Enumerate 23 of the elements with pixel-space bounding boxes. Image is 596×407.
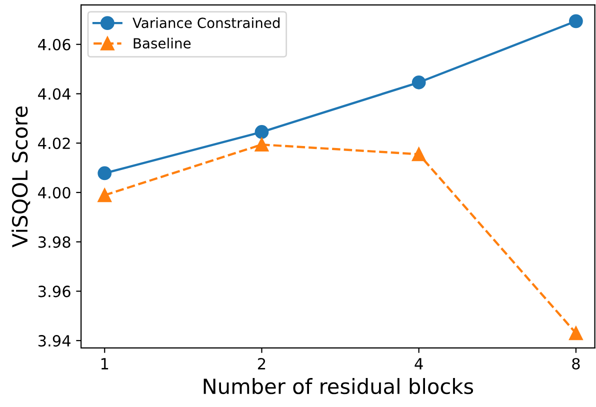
point bbox=[254, 125, 269, 139]
y-tick-label: 4.06 bbox=[38, 38, 70, 50]
x-tick-label: 1 bbox=[101, 358, 108, 370]
legend-label: Baseline bbox=[134, 38, 191, 49]
x-tick-label: 4 bbox=[414, 358, 423, 370]
y-tick-label: 3.96 bbox=[38, 286, 70, 298]
point bbox=[254, 138, 269, 152]
x-axis-title: Number of residual blocks bbox=[204, 378, 474, 394]
x-tick-label: 8 bbox=[572, 358, 580, 370]
y-tick-label: 3.98 bbox=[38, 236, 70, 248]
x-tick-label: 2 bbox=[258, 358, 266, 370]
y-tick-label: 4.00 bbox=[38, 186, 70, 198]
point bbox=[412, 147, 426, 162]
point bbox=[98, 188, 112, 202]
y-tick-label: 4.02 bbox=[38, 138, 70, 150]
y-tick-label: 4.04 bbox=[38, 88, 70, 100]
point bbox=[412, 75, 426, 90]
legend-label: Variance Constrained bbox=[132, 17, 280, 28]
point bbox=[569, 326, 583, 340]
point bbox=[98, 166, 112, 180]
y-axis-title: ViSQOL Score bbox=[12, 106, 30, 248]
y-tick-label: 3.94 bbox=[38, 335, 70, 347]
point bbox=[569, 14, 583, 28]
